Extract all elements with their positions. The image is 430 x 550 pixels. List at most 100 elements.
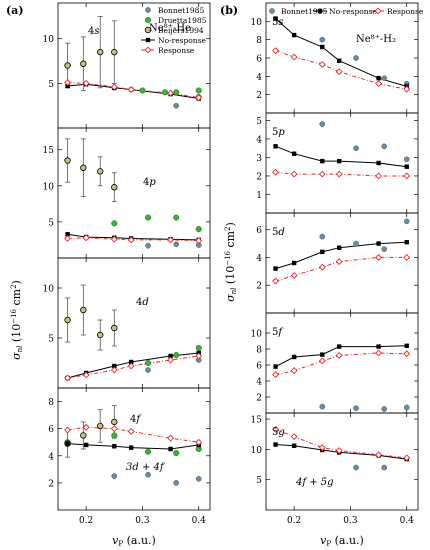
noresponse-point: [404, 343, 409, 348]
noresponse-point: [336, 58, 342, 63]
druetta-point: [144, 16, 152, 24]
subshell-label: 4s: [88, 26, 100, 37]
xtick-label: 0.2: [79, 516, 93, 526]
response-point: [403, 172, 411, 180]
bonnet-point: [145, 242, 151, 249]
response-point: [318, 170, 326, 178]
panel-b-5g: 5 10 15 5g 4f + 5g: [251, 412, 419, 511]
beijers-point: [80, 164, 87, 171]
response-line: [275, 171, 407, 177]
noresponse-point: [336, 245, 342, 250]
noresponse-point: [320, 158, 325, 164]
response-point: [290, 367, 298, 375]
panel-frame: [265, 312, 419, 414]
response-point: [375, 172, 383, 180]
noresponse-point: [273, 266, 278, 271]
noresponse-point: [291, 260, 297, 266]
response-point: [195, 352, 203, 360]
legend-label: Bonnet1985: [158, 6, 204, 15]
x-axis-title: vP (a.u.): [320, 534, 364, 548]
beijers-point: [80, 306, 87, 314]
xtick-label: 0.4: [192, 516, 207, 526]
bonnet-point: [111, 473, 118, 479]
ytick-label: 8: [256, 36, 262, 46]
legend-item: No-response: [141, 36, 206, 45]
bonnet-point: [145, 471, 151, 478]
bonnet-point: [319, 121, 326, 127]
bonnet-point: [353, 464, 359, 471]
noresponse-point: [320, 44, 325, 50]
response-point: [127, 236, 135, 244]
panel-a-4s: 5 10 4s: [43, 2, 211, 129]
response-line: [275, 428, 407, 459]
response-point: [335, 68, 343, 76]
druetta-point: [111, 432, 118, 439]
panel-frame: [265, 112, 419, 214]
response-point: [272, 47, 280, 55]
legend-item: Bonnet1985: [145, 6, 204, 15]
response-point: [127, 86, 135, 94]
panel-frame: [57, 387, 211, 511]
xtick-label: 0.3: [343, 516, 358, 526]
subshell-label: 4d: [136, 297, 149, 308]
response-point: [127, 427, 135, 435]
noresponse-line: [67, 233, 199, 241]
xtick-label: 0.2: [287, 516, 301, 526]
ytick-label: 10: [251, 330, 263, 340]
subshell-label: 4p: [143, 177, 156, 188]
response-point: [167, 89, 175, 97]
noresponse-point: [336, 344, 342, 349]
bonnet-point: [269, 8, 275, 14]
response-point: [374, 7, 382, 15]
bonnet-point: [319, 233, 326, 240]
ytick-label: 4: [256, 378, 262, 388]
ytick-label: 8: [256, 346, 262, 356]
response-point: [375, 451, 383, 459]
noresponse-point: [112, 363, 117, 369]
ytick-label: 4: [48, 452, 54, 462]
response-line: [67, 355, 199, 379]
noresponse-point: [273, 442, 278, 447]
ytick-label: 2: [256, 282, 262, 292]
bonnet-point: [353, 240, 359, 247]
response-point: [167, 236, 175, 244]
noresponse-point: [128, 359, 134, 365]
response-point: [195, 94, 203, 102]
beijers-point: [80, 60, 87, 67]
ytick-label: 10: [43, 285, 55, 295]
panel-b-5d: 2 4 6 5d: [256, 212, 419, 314]
response-line: [275, 50, 407, 90]
response-point: [195, 237, 203, 245]
panel-a-label: (a): [6, 4, 24, 17]
noresponse-point: [273, 144, 278, 149]
beijers-point: [64, 62, 71, 69]
response-point: [335, 258, 343, 266]
response-point: [110, 235, 118, 243]
bonnet-point: [353, 145, 359, 152]
noresponse-point: [320, 352, 325, 357]
beijers-point: [64, 316, 71, 324]
response-point: [82, 234, 90, 242]
response-point: [195, 438, 203, 446]
legend-item: Response: [371, 7, 424, 16]
noresponse-point: [291, 354, 297, 360]
ytick-label: 5: [48, 80, 54, 90]
ytick-label: 10: [251, 18, 263, 28]
druetta-point: [173, 89, 180, 96]
beijers-point: [64, 157, 71, 164]
response-point: [272, 277, 280, 285]
ytick-label: 10: [251, 446, 263, 456]
bonnet-point: [353, 55, 359, 61]
ytick-label: 4: [256, 254, 262, 264]
noresponse-point: [376, 160, 381, 166]
response-point: [167, 356, 175, 364]
druetta-point: [173, 351, 180, 359]
noresponse-point: [65, 83, 70, 89]
noresponse-point: [404, 239, 409, 245]
druetta-point: [195, 87, 202, 94]
subshell-label: 5d: [272, 227, 285, 238]
ytick-label: 15: [43, 146, 55, 156]
beijers-point: [111, 48, 118, 56]
bonnet-point: [381, 406, 388, 412]
